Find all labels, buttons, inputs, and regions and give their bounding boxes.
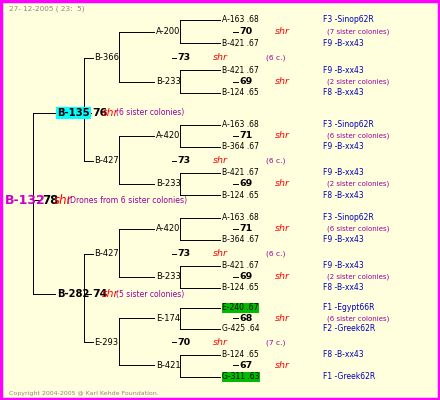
Text: B-233: B-233 (156, 180, 181, 188)
Text: 67: 67 (239, 361, 253, 370)
Text: A-163 .68: A-163 .68 (222, 120, 259, 129)
Text: F9 -B-xx43: F9 -B-xx43 (323, 236, 364, 244)
Text: shr: shr (213, 53, 228, 62)
Text: B-427: B-427 (95, 156, 119, 165)
Text: F3 -Sinop62R: F3 -Sinop62R (323, 213, 374, 222)
Text: (7 c.): (7 c.) (266, 339, 285, 346)
Text: (6 sister colonies): (6 sister colonies) (327, 226, 390, 232)
Text: B-124 .65: B-124 .65 (222, 88, 259, 97)
Text: 71: 71 (239, 224, 253, 233)
Text: (7 sister colonies): (7 sister colonies) (327, 29, 390, 35)
Text: 71: 71 (239, 132, 253, 140)
Text: E-240 .67: E-240 .67 (222, 304, 259, 312)
Text: 69: 69 (239, 272, 253, 281)
Text: 70: 70 (239, 28, 253, 36)
Text: F3 -Sinop62R: F3 -Sinop62R (323, 16, 374, 24)
Text: E-174: E-174 (156, 314, 180, 323)
Text: B-233: B-233 (156, 272, 181, 281)
Text: Copyright 2004-2005 @ Karl Kehde Foundation.: Copyright 2004-2005 @ Karl Kehde Foundat… (9, 391, 158, 396)
Text: 69: 69 (239, 77, 253, 86)
Text: B-124 .65: B-124 .65 (222, 284, 259, 292)
Text: B-366: B-366 (95, 53, 120, 62)
Text: B-421: B-421 (156, 361, 181, 370)
Text: shr: shr (213, 156, 228, 165)
Text: (6 c.): (6 c.) (266, 158, 285, 164)
Text: shr: shr (213, 249, 228, 258)
Text: shr: shr (275, 224, 290, 233)
Text: (Drones from 6 sister colonies): (Drones from 6 sister colonies) (67, 196, 187, 204)
Text: B-124 .65: B-124 .65 (222, 350, 259, 359)
Text: B-364 .67: B-364 .67 (222, 236, 259, 244)
Text: 70: 70 (178, 338, 191, 347)
Text: shr: shr (275, 132, 290, 140)
Text: B-233: B-233 (156, 77, 181, 86)
Text: B-135: B-135 (57, 108, 90, 118)
Text: B-282: B-282 (57, 289, 90, 299)
Text: 73: 73 (178, 156, 191, 165)
Text: F1 -Greek62R: F1 -Greek62R (323, 372, 376, 381)
Text: shr: shr (275, 272, 290, 281)
Text: F8 -B-xx43: F8 -B-xx43 (323, 88, 364, 97)
Text: 68: 68 (239, 314, 253, 323)
Text: B-132: B-132 (4, 194, 45, 206)
Text: B-421 .67: B-421 .67 (222, 39, 259, 48)
Text: (6 sister colonies): (6 sister colonies) (116, 108, 184, 117)
Text: G-425 .64: G-425 .64 (222, 324, 260, 333)
Text: (6 sister colonies): (6 sister colonies) (327, 315, 390, 322)
Text: B-364 .67: B-364 .67 (222, 142, 259, 151)
Text: (2 sister colonies): (2 sister colonies) (327, 181, 389, 187)
Text: shr: shr (213, 338, 228, 347)
Text: 73: 73 (178, 249, 191, 258)
Text: E-293: E-293 (95, 338, 119, 347)
Text: (2 sister colonies): (2 sister colonies) (327, 274, 389, 280)
Text: 73: 73 (178, 53, 191, 62)
Text: shr: shr (275, 77, 290, 86)
Text: 76: 76 (92, 108, 108, 118)
Text: A-200: A-200 (156, 28, 180, 36)
Text: F9 -B-xx43: F9 -B-xx43 (323, 168, 364, 177)
Text: 69: 69 (239, 180, 253, 188)
Text: F8 -B-xx43: F8 -B-xx43 (323, 284, 364, 292)
Text: F8 -B-xx43: F8 -B-xx43 (323, 350, 364, 359)
Text: F9 -B-xx43: F9 -B-xx43 (323, 261, 364, 270)
Text: (6 sister colonies): (6 sister colonies) (327, 133, 390, 139)
Text: shr: shr (275, 314, 290, 323)
Text: B-421 .67: B-421 .67 (222, 168, 259, 177)
Text: B-421 .67: B-421 .67 (222, 261, 259, 270)
Text: shr: shr (102, 289, 119, 299)
Text: F2 -Greek62R: F2 -Greek62R (323, 324, 376, 333)
Text: A-420: A-420 (156, 224, 180, 233)
Text: B-124 .65: B-124 .65 (222, 191, 259, 200)
Text: F9 -B-xx43: F9 -B-xx43 (323, 39, 364, 48)
Text: (6 c.): (6 c.) (266, 54, 285, 61)
Text: B-427: B-427 (95, 249, 119, 258)
Text: F1 -Egypt66R: F1 -Egypt66R (323, 304, 375, 312)
Text: 74: 74 (92, 289, 108, 299)
Text: shr: shr (275, 180, 290, 188)
Text: shr: shr (275, 361, 290, 370)
Text: (6 c.): (6 c.) (266, 250, 285, 257)
Text: (2 sister colonies): (2 sister colonies) (327, 78, 389, 85)
Text: 27- 12-2005 ( 23:  5): 27- 12-2005 ( 23: 5) (9, 6, 84, 12)
Text: shr: shr (54, 194, 73, 206)
Text: F3 -Sinop62R: F3 -Sinop62R (323, 120, 374, 129)
Text: A-163 .68: A-163 .68 (222, 213, 259, 222)
Text: G-311 .63: G-311 .63 (222, 372, 260, 381)
Text: shr: shr (102, 108, 119, 118)
Text: F9 -B-xx43: F9 -B-xx43 (323, 142, 364, 151)
Text: shr: shr (275, 28, 290, 36)
Text: A-420: A-420 (156, 132, 180, 140)
Text: B-421 .67: B-421 .67 (222, 66, 259, 75)
Text: A-163 .68: A-163 .68 (222, 16, 259, 24)
Text: 78: 78 (42, 194, 58, 206)
Text: (5 sister colonies): (5 sister colonies) (116, 290, 184, 298)
Text: F8 -B-xx43: F8 -B-xx43 (323, 191, 364, 200)
Text: F9 -B-xx43: F9 -B-xx43 (323, 66, 364, 75)
